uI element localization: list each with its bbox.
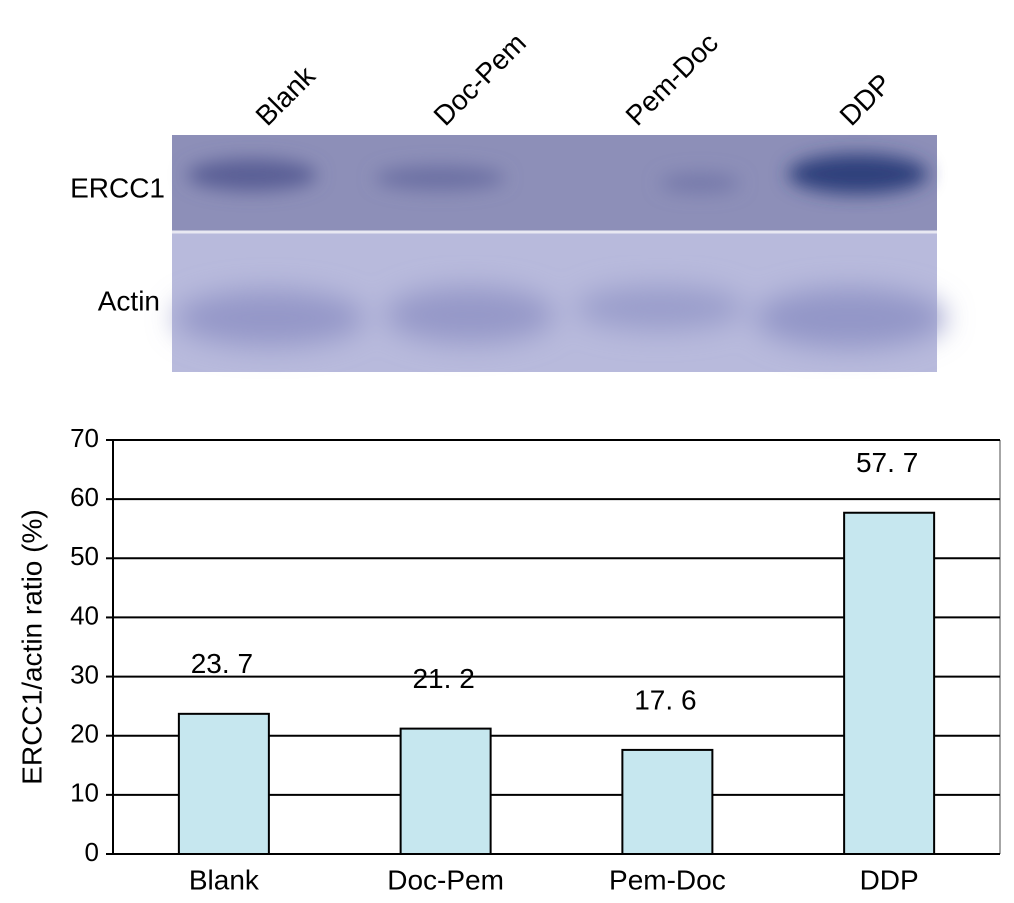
lane-label: Doc-Pem — [428, 27, 532, 131]
bar — [843, 511, 936, 855]
y-tick-label: 30 — [70, 659, 99, 689]
bar — [177, 712, 270, 855]
lane-label: Pem-Doc — [620, 27, 724, 131]
value-label: 23. 7 — [191, 648, 253, 679]
y-tick-label: 50 — [70, 541, 99, 571]
x-tick-label: Doc-Pem — [387, 864, 504, 895]
blot-image — [172, 135, 945, 372]
y-tick-label: 10 — [70, 778, 99, 808]
blot-row-label: ERCC1 — [70, 172, 165, 203]
x-tick-label: DDP — [860, 864, 919, 895]
bar — [621, 748, 714, 855]
y-tick-label: 70 — [70, 423, 99, 453]
x-tick-label: Blank — [189, 864, 260, 895]
y-tick-label: 0 — [85, 837, 99, 867]
blot-row-label: Actin — [98, 285, 160, 316]
y-tick-label: 60 — [70, 482, 99, 512]
value-label: 57. 7 — [856, 447, 918, 478]
lane-label: DDP — [834, 68, 898, 132]
x-tick-label: Pem-Doc — [609, 864, 726, 895]
lane-label: Blank — [250, 59, 322, 131]
y-axis-label: ERCC1/actin ratio (%) — [16, 509, 47, 784]
y-tick-label: 40 — [70, 600, 99, 630]
y-tick-label: 20 — [70, 719, 99, 749]
value-label: 21. 2 — [412, 663, 474, 694]
value-label: 17. 6 — [634, 684, 696, 715]
bar — [399, 727, 492, 855]
